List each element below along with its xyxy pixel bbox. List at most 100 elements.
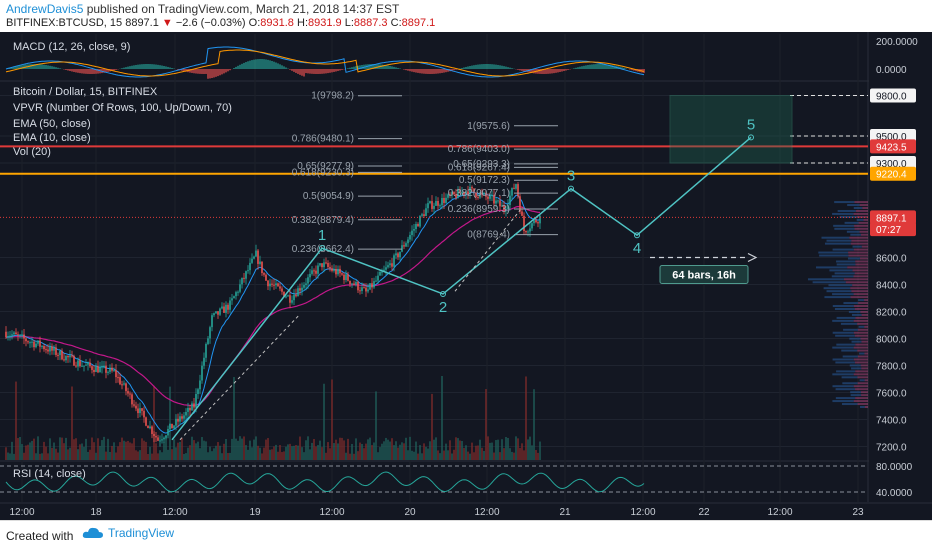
candle-body bbox=[443, 198, 445, 203]
candle-body bbox=[139, 408, 141, 413]
candle-body bbox=[391, 263, 393, 266]
volume-bar bbox=[401, 442, 402, 460]
volume-bar bbox=[41, 453, 42, 460]
candle-body bbox=[291, 300, 293, 303]
volume-bar bbox=[7, 453, 8, 460]
vpvr-bar-up bbox=[808, 278, 844, 280]
volume-bar bbox=[531, 445, 532, 460]
candle-body bbox=[317, 265, 319, 273]
vpvr-bar-down bbox=[855, 308, 868, 310]
volume-bar bbox=[133, 438, 134, 460]
macd-histogram-bar bbox=[495, 65, 496, 69]
volume-bar bbox=[255, 436, 256, 460]
y-tick-label: 7800.0 bbox=[876, 362, 907, 373]
fib-left-label: 0.786(9480.1) bbox=[292, 134, 354, 145]
vpvr-bar-up bbox=[845, 222, 859, 224]
x-tick-label: 23 bbox=[852, 507, 864, 518]
macd-histogram-bar bbox=[225, 69, 226, 72]
macd-histogram-bar bbox=[155, 65, 156, 69]
macd-histogram-bar bbox=[503, 66, 504, 69]
close-label: C: bbox=[391, 17, 402, 29]
volume-bar bbox=[113, 442, 114, 460]
candle-body bbox=[251, 259, 253, 263]
macd-histogram-bar bbox=[305, 69, 306, 73]
vpvr-bar-up bbox=[852, 314, 862, 316]
candle-body bbox=[249, 263, 251, 270]
volume-bar bbox=[507, 438, 508, 460]
volume-bar bbox=[277, 452, 278, 460]
vpvr-bar-down bbox=[864, 353, 868, 355]
volume-bar bbox=[33, 439, 34, 460]
volume-bar bbox=[5, 447, 6, 460]
volume-bar bbox=[127, 441, 128, 460]
volume-bar bbox=[121, 438, 122, 460]
candle-body bbox=[13, 333, 15, 335]
volume-bar bbox=[315, 446, 316, 460]
candle-body bbox=[293, 295, 295, 300]
y-tick-label: 8200.0 bbox=[876, 308, 907, 319]
vpvr-bar-down bbox=[854, 275, 868, 277]
candle-body bbox=[355, 282, 357, 285]
volume-bar bbox=[209, 447, 210, 460]
volume-bar bbox=[139, 450, 140, 460]
macd-histogram-bar bbox=[281, 65, 282, 69]
vpvr-bar-down bbox=[852, 284, 868, 286]
candle-body bbox=[193, 403, 195, 407]
candle-body bbox=[79, 360, 81, 366]
macd-histogram-bar bbox=[355, 66, 356, 69]
vpvr-bar-up bbox=[860, 406, 865, 408]
volume-bar bbox=[177, 443, 178, 460]
macd-histogram-bar bbox=[471, 66, 472, 69]
candle-body bbox=[227, 305, 229, 310]
volume-bar bbox=[353, 454, 354, 460]
macd-histogram-bar bbox=[203, 69, 204, 74]
macd-histogram-bar bbox=[149, 64, 150, 69]
volume-bar bbox=[229, 453, 230, 460]
volume-bar bbox=[27, 445, 28, 460]
volume-bar bbox=[183, 454, 184, 460]
volume-bar bbox=[495, 440, 496, 460]
candle-body bbox=[181, 416, 183, 418]
vpvr-bar-up bbox=[859, 353, 864, 355]
vpvr-bar-up bbox=[850, 391, 861, 393]
vpvr-bar-up bbox=[853, 246, 862, 248]
volume-bar bbox=[417, 454, 418, 460]
volume-bar bbox=[203, 441, 204, 460]
volume-bar bbox=[459, 441, 460, 460]
candle-body bbox=[241, 278, 243, 284]
candle-body bbox=[103, 366, 105, 367]
macd-histogram-bar bbox=[211, 69, 212, 78]
candle-body bbox=[35, 344, 37, 348]
volume-bar bbox=[129, 442, 130, 460]
candle-body bbox=[159, 440, 161, 441]
chart-canvas[interactable]: 9800.09500.09300.09220.48600.08400.08200… bbox=[0, 32, 932, 520]
author-link[interactable]: AndrewDavis5 bbox=[6, 2, 83, 16]
macd-histogram-bar bbox=[277, 63, 278, 69]
volume-bar bbox=[475, 446, 476, 460]
volume-bar bbox=[235, 439, 236, 460]
macd-histogram-bar bbox=[501, 66, 502, 69]
volume-bar bbox=[123, 441, 124, 460]
macd-histogram-bar bbox=[57, 68, 58, 69]
vpvr-bar-down bbox=[844, 278, 868, 280]
macd-histogram-bar bbox=[337, 69, 338, 71]
volume-bar bbox=[161, 452, 162, 460]
volume-bar bbox=[65, 438, 66, 460]
candle-body bbox=[287, 295, 289, 296]
macd-histogram-bar bbox=[567, 69, 568, 70]
macd-histogram-bar bbox=[283, 66, 284, 69]
volume-bar bbox=[193, 440, 194, 460]
tradingview-logo[interactable]: TradingView bbox=[82, 526, 174, 540]
candle-body bbox=[61, 351, 63, 359]
candle-body bbox=[537, 222, 539, 223]
candle-body bbox=[401, 245, 403, 251]
volume-bar bbox=[199, 448, 200, 460]
macd-histogram-bar bbox=[623, 68, 624, 69]
chart-area[interactable]: 9800.09500.09300.09220.48600.08400.08200… bbox=[0, 32, 932, 520]
vpvr-bar-up bbox=[859, 326, 865, 328]
candle-body bbox=[427, 203, 429, 208]
vpvr-bar-down bbox=[855, 272, 868, 274]
ema-10-legend: EMA (10, close) bbox=[13, 132, 91, 144]
vpvr-bar-up bbox=[851, 367, 861, 369]
volume-bar bbox=[287, 444, 288, 460]
